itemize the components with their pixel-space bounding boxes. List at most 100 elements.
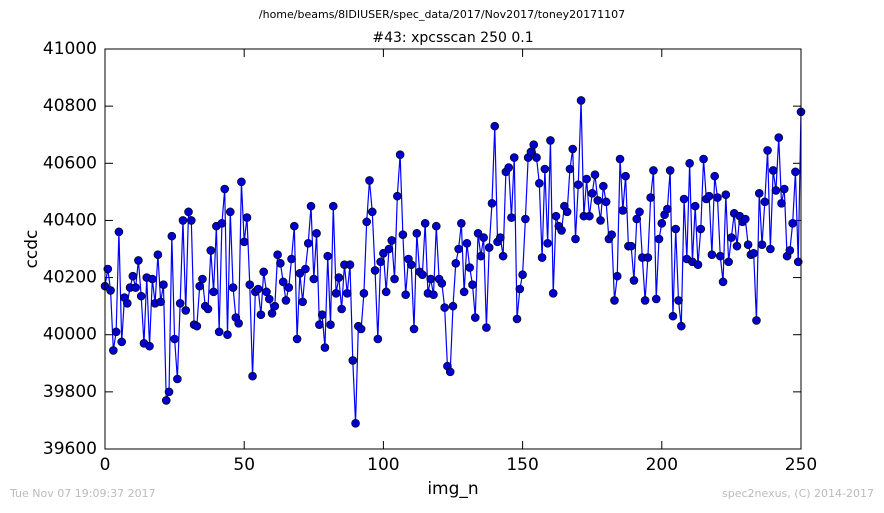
data-point	[253, 284, 263, 294]
data-point	[248, 371, 257, 381]
x-tick-label: 50	[233, 455, 255, 475]
data-point	[323, 251, 333, 261]
data-point	[239, 237, 249, 247]
x-tick-label: 0	[100, 455, 111, 475]
data-point	[122, 298, 132, 308]
data-point	[384, 244, 394, 254]
data-point	[103, 264, 113, 274]
data-point	[242, 213, 252, 222]
data-point	[468, 280, 477, 290]
y-tick-label: 40000	[43, 325, 97, 345]
data-point	[217, 218, 227, 228]
data-point	[365, 176, 374, 185]
data-point	[484, 243, 494, 252]
data-point	[651, 294, 661, 304]
data-point	[629, 276, 639, 285]
data-point	[760, 197, 770, 207]
data-point	[195, 281, 204, 291]
data-point	[401, 290, 410, 300]
data-point	[109, 346, 118, 355]
data-point	[348, 356, 358, 365]
data-point	[779, 184, 789, 194]
data-point	[287, 254, 296, 264]
y-tick-label: 41000	[43, 39, 97, 59]
data-point	[225, 207, 235, 217]
data-point	[696, 224, 706, 234]
data-point	[454, 244, 463, 254]
data-point	[504, 163, 513, 172]
data-point	[134, 256, 143, 265]
data-point	[136, 291, 146, 301]
data-point	[206, 246, 216, 255]
data-point	[234, 318, 243, 328]
data-point	[303, 238, 313, 248]
x-tick-label: 200	[646, 455, 678, 475]
data-point	[445, 367, 455, 377]
data-point	[557, 226, 566, 235]
data-point	[184, 207, 193, 217]
data-point	[612, 271, 622, 281]
data-point	[757, 240, 767, 250]
data-point	[752, 316, 761, 325]
y-tick-label: 40200	[43, 268, 97, 288]
data-point	[573, 180, 583, 190]
data-point	[704, 191, 714, 201]
x-tick-label: 150	[506, 455, 538, 475]
data-point	[451, 258, 461, 268]
data-point	[582, 174, 591, 184]
data-point	[515, 284, 525, 294]
data-point	[512, 314, 522, 324]
data-point	[264, 294, 274, 304]
data-point	[576, 96, 586, 105]
data-point	[462, 238, 472, 248]
data-point	[676, 321, 686, 331]
data-point	[362, 217, 371, 227]
data-point	[359, 288, 369, 298]
data-point	[540, 164, 550, 174]
data-point	[601, 197, 611, 207]
data-point	[470, 313, 480, 322]
data-point	[245, 280, 255, 290]
data-point	[170, 334, 179, 344]
data-point	[128, 271, 138, 281]
data-point	[440, 303, 449, 312]
data-point	[529, 140, 539, 150]
data-point	[387, 236, 397, 245]
data-point	[707, 250, 717, 260]
data-point	[593, 196, 603, 205]
data-point	[754, 188, 764, 198]
data-point	[317, 310, 327, 320]
data-point	[395, 150, 405, 160]
data-point	[562, 207, 572, 217]
data-point	[615, 154, 625, 164]
data-point	[548, 288, 558, 298]
data-point	[328, 201, 338, 211]
data-point	[607, 230, 616, 240]
chart-title: #43: xpcsscan 250 0.1	[372, 30, 533, 46]
data-point	[437, 278, 447, 288]
data-point	[106, 286, 115, 295]
data-point	[223, 330, 232, 340]
data-point	[356, 324, 366, 334]
plot-frame	[104, 48, 802, 450]
data-point	[657, 218, 667, 228]
data-point	[292, 334, 302, 344]
data-point	[674, 296, 683, 305]
data-point	[306, 201, 316, 211]
data-point	[181, 306, 191, 315]
data-point	[568, 144, 578, 154]
data-point	[543, 238, 552, 248]
data-point	[727, 233, 736, 242]
data-point	[420, 218, 430, 228]
data-point	[551, 211, 561, 221]
data-point	[334, 273, 344, 282]
data-point	[418, 270, 427, 280]
data-point	[376, 257, 385, 267]
data-point	[175, 298, 185, 308]
data-point	[117, 337, 127, 347]
data-point	[270, 301, 280, 311]
data-point	[320, 343, 330, 352]
y-tick-label: 40600	[43, 153, 97, 173]
